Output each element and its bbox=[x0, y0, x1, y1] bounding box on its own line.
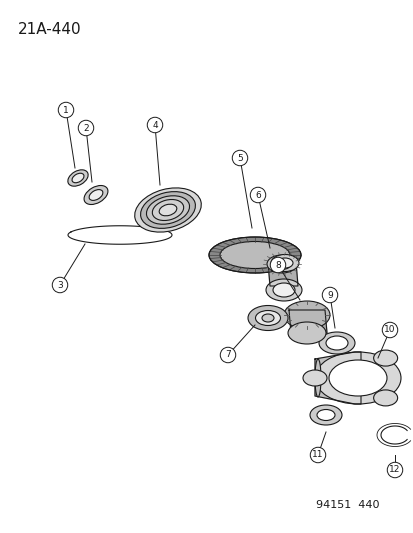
Ellipse shape bbox=[68, 170, 88, 186]
Ellipse shape bbox=[283, 301, 329, 329]
Ellipse shape bbox=[314, 359, 320, 397]
Ellipse shape bbox=[261, 314, 273, 322]
Ellipse shape bbox=[247, 305, 287, 330]
Circle shape bbox=[249, 187, 265, 203]
Text: 6: 6 bbox=[254, 190, 260, 199]
Ellipse shape bbox=[276, 258, 292, 268]
Text: 10: 10 bbox=[383, 326, 395, 335]
Ellipse shape bbox=[318, 332, 354, 354]
Polygon shape bbox=[267, 262, 297, 286]
Circle shape bbox=[381, 322, 397, 338]
Polygon shape bbox=[314, 352, 360, 404]
Ellipse shape bbox=[314, 352, 400, 404]
Ellipse shape bbox=[272, 283, 294, 297]
Text: 5: 5 bbox=[237, 154, 242, 163]
Text: 12: 12 bbox=[388, 465, 400, 474]
Ellipse shape bbox=[325, 336, 347, 350]
Ellipse shape bbox=[373, 350, 396, 366]
Ellipse shape bbox=[84, 185, 108, 205]
Ellipse shape bbox=[271, 254, 298, 271]
Ellipse shape bbox=[72, 173, 84, 183]
Circle shape bbox=[270, 257, 285, 273]
Ellipse shape bbox=[152, 199, 183, 221]
Text: 9: 9 bbox=[326, 290, 332, 300]
Text: 2: 2 bbox=[83, 124, 89, 133]
Text: 7: 7 bbox=[225, 351, 230, 359]
Ellipse shape bbox=[266, 279, 301, 301]
Ellipse shape bbox=[209, 237, 300, 273]
Text: 1: 1 bbox=[63, 106, 69, 115]
Text: 8: 8 bbox=[275, 261, 280, 270]
Circle shape bbox=[220, 348, 235, 363]
Ellipse shape bbox=[316, 409, 334, 421]
Circle shape bbox=[52, 277, 68, 293]
Circle shape bbox=[321, 287, 337, 303]
Ellipse shape bbox=[328, 360, 386, 396]
Circle shape bbox=[58, 102, 74, 118]
Text: 3: 3 bbox=[57, 280, 63, 289]
Ellipse shape bbox=[302, 370, 326, 386]
Ellipse shape bbox=[159, 204, 176, 216]
Text: 11: 11 bbox=[311, 450, 323, 459]
Ellipse shape bbox=[146, 196, 189, 224]
Text: 21A-440: 21A-440 bbox=[18, 22, 81, 37]
Polygon shape bbox=[288, 310, 326, 333]
Ellipse shape bbox=[89, 190, 102, 200]
Circle shape bbox=[232, 150, 247, 166]
Text: 94151  440: 94151 440 bbox=[316, 500, 379, 510]
Circle shape bbox=[147, 117, 162, 133]
Ellipse shape bbox=[272, 259, 290, 270]
Ellipse shape bbox=[140, 191, 195, 229]
Circle shape bbox=[386, 462, 402, 478]
Ellipse shape bbox=[255, 311, 280, 326]
Ellipse shape bbox=[373, 390, 396, 406]
Text: 4: 4 bbox=[152, 120, 157, 130]
Ellipse shape bbox=[287, 322, 325, 344]
Ellipse shape bbox=[266, 255, 296, 273]
Ellipse shape bbox=[219, 241, 289, 269]
Ellipse shape bbox=[134, 188, 201, 232]
Circle shape bbox=[309, 447, 325, 463]
Circle shape bbox=[78, 120, 93, 136]
Ellipse shape bbox=[309, 405, 341, 425]
